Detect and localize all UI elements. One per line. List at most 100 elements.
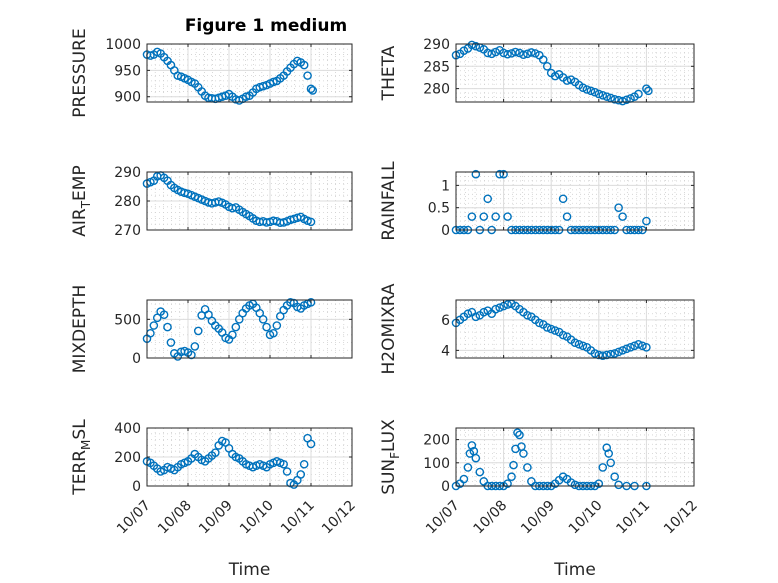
yaxis-label: THETA	[379, 45, 399, 101]
data-point	[550, 326, 560, 335]
data-point	[527, 48, 536, 57]
data-point	[614, 95, 623, 105]
data-point	[519, 449, 528, 458]
ytick-label: 200	[423, 433, 450, 449]
data-point	[515, 430, 524, 440]
data-point	[491, 304, 500, 314]
ytick-label: 950	[114, 63, 141, 79]
data-point	[594, 350, 604, 360]
data-point	[562, 76, 572, 85]
data-point	[618, 346, 627, 355]
subplot-air-emp: 270 280 290 AIRTEMP	[70, 165, 353, 239]
data-point	[231, 322, 241, 332]
data-point	[467, 40, 477, 50]
xtick-label: 10/07	[114, 498, 154, 538]
data-point	[594, 479, 604, 488]
data-point	[228, 330, 237, 340]
data-point	[618, 212, 627, 221]
data-point	[149, 321, 159, 330]
data-point	[604, 449, 614, 458]
grid	[455, 428, 695, 487]
data-point	[299, 60, 309, 70]
data-point	[509, 460, 518, 470]
data-point	[187, 350, 196, 360]
data-point	[258, 315, 268, 324]
data-point	[618, 96, 627, 106]
data-point	[550, 71, 560, 81]
ytick-label: 1	[441, 178, 450, 194]
data-point	[475, 467, 485, 477]
ytick-label: 200	[114, 450, 141, 466]
data-point	[491, 47, 500, 57]
data-point	[590, 87, 600, 97]
data-point	[598, 91, 608, 100]
data-point	[614, 480, 623, 490]
data-point	[507, 49, 516, 58]
ytick-label: 0.5	[428, 201, 450, 217]
data-point	[523, 49, 532, 59]
ytick-label: 290	[423, 37, 450, 53]
data-point	[546, 324, 556, 334]
data-point	[467, 212, 477, 221]
data-point	[471, 169, 481, 179]
data-point	[211, 448, 220, 457]
data-point	[535, 318, 544, 328]
data-point	[531, 49, 540, 58]
data-point	[306, 84, 316, 94]
xtick-label: 10/10	[237, 498, 277, 538]
data-point	[638, 341, 647, 351]
data-point	[503, 49, 512, 59]
data-point	[296, 470, 306, 479]
data-point	[146, 328, 155, 338]
data-point	[306, 439, 316, 449]
axes-box	[146, 43, 353, 103]
data-point	[306, 217, 316, 227]
subplot-theta: 280 285 290 THETA	[379, 37, 695, 106]
data-point	[303, 71, 312, 80]
series-points	[142, 47, 318, 105]
axes-box	[455, 299, 695, 359]
subplot-mixdepth: 0 500 MIXDEPTH	[70, 285, 353, 374]
data-point	[602, 350, 612, 360]
data-point	[467, 441, 477, 450]
axes-box	[455, 427, 695, 487]
data-point	[602, 443, 612, 453]
yaxis-label: TERRMSL	[70, 419, 93, 496]
data-point	[511, 47, 520, 57]
data-point	[483, 48, 493, 58]
data-point	[163, 322, 172, 332]
ytick-label: 270	[114, 223, 141, 239]
data-point	[272, 321, 282, 330]
data-point	[538, 55, 548, 64]
subplot-terr-sl: 0 200 400 10/07 10/08 10/09 10/10 10/11 10/12 Tim…	[70, 419, 359, 580]
data-point	[614, 347, 623, 357]
series-points	[142, 171, 316, 228]
data-point	[578, 83, 588, 93]
data-point	[471, 41, 481, 51]
ytick-label: 900	[114, 90, 141, 106]
data-point	[614, 203, 623, 212]
figure-title: Figure 1 medium	[185, 16, 347, 36]
subplot-sun-lux: 0 100 200 10/07 10/08 10/09 10/10 10/11 10/12 Tim…	[379, 419, 701, 580]
yaxis-label: AIRTEMP	[70, 165, 93, 236]
xtick-label: 10/10	[566, 498, 606, 538]
yaxis-label: MIXDEPTH	[70, 285, 90, 374]
yaxis-label: H2OMIXRA	[379, 283, 399, 374]
grid	[146, 427, 353, 487]
data-point	[519, 50, 528, 60]
ytick-label: 500	[114, 312, 141, 328]
subplot-rainfall: 0 0.5 1 RAINFALL	[379, 161, 695, 241]
data-point	[570, 338, 580, 348]
ytick-label: 100	[423, 456, 450, 472]
data-point	[503, 212, 512, 221]
data-point	[479, 212, 489, 221]
series-points	[451, 40, 653, 106]
data-point	[463, 463, 473, 472]
data-point	[499, 169, 508, 179]
ytick-label: 1000	[105, 37, 141, 53]
xtick-label: 10/09	[196, 498, 236, 538]
data-point	[610, 472, 619, 482]
data-point	[487, 49, 497, 59]
data-point	[159, 310, 169, 319]
